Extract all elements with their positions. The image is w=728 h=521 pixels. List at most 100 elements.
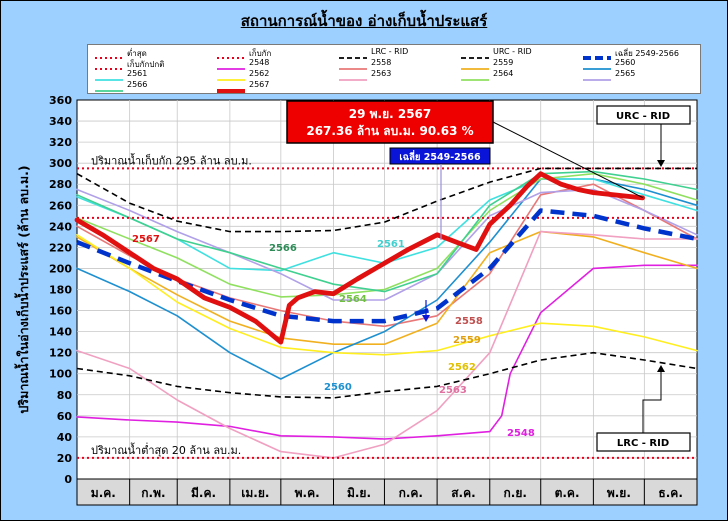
y-tick-label: 260 bbox=[49, 199, 72, 212]
series-label-2560: 2560 bbox=[324, 382, 352, 393]
y-tick-label: 60 bbox=[57, 410, 73, 423]
urc-box bbox=[596, 105, 691, 125]
legend-swatch bbox=[217, 79, 245, 81]
series-line-2564 bbox=[76, 172, 698, 298]
series-line-2548 bbox=[76, 264, 698, 440]
legend-label: 2558 bbox=[371, 58, 392, 67]
x-tick-label: ม.ค. bbox=[91, 486, 116, 500]
y-tick-label: 140 bbox=[49, 326, 72, 339]
series-label-2562: 2562 bbox=[448, 362, 476, 373]
callout-box bbox=[286, 100, 494, 144]
y-tick-label: 0 bbox=[64, 473, 72, 486]
series-line-2565 bbox=[76, 188, 698, 301]
lrc-box-label: LRC - RID bbox=[617, 438, 669, 449]
series-line-2562 bbox=[76, 234, 698, 356]
legend-label: 2560 bbox=[615, 58, 636, 67]
legend-label: 2562 bbox=[249, 69, 270, 78]
x-tick-label: มี.ค. bbox=[191, 486, 216, 500]
lrc-leader bbox=[642, 372, 662, 433]
legend-label: 2564 bbox=[493, 69, 514, 78]
legend-label: 2559 bbox=[493, 58, 514, 67]
x-tick-label: ธ.ค. bbox=[658, 486, 682, 500]
legend-swatch bbox=[461, 79, 489, 81]
avg-arrow-head bbox=[422, 315, 430, 322]
legend-label: เก็บกัก bbox=[249, 49, 272, 58]
x-tick-label: ส.ค. bbox=[451, 486, 475, 500]
legend-item: เฉลี่ย 2549-2566 bbox=[582, 48, 679, 60]
y-axis-label: ปริมาณน้ำในอ่างเก็บน้ำประแสร์ (ล้าน ลบ.ม… bbox=[14, 165, 31, 413]
legend-label: 2561 bbox=[127, 69, 148, 78]
legend-label: 2563 bbox=[371, 69, 392, 78]
urc-box-label: URC - RID bbox=[616, 111, 670, 122]
legend-label: LRC - RID bbox=[371, 47, 409, 56]
legend-label: เฉลี่ย 2549-2566 bbox=[615, 49, 679, 58]
callout-leader bbox=[492, 121, 643, 198]
y-tick-label: 340 bbox=[49, 115, 72, 128]
legend-item: LRC - RID bbox=[338, 47, 408, 59]
x-tick-label: ก.ค. bbox=[399, 486, 423, 500]
series-line-2567 bbox=[74, 171, 645, 345]
callout-value: 267.36 ล้าน ลบ.ม. 90.63 % bbox=[306, 124, 473, 138]
chart-title: สถานการณ์น้ำของ อ่างเก็บน้ำประแสร์ bbox=[240, 12, 488, 30]
series-label-2561: 2561 bbox=[377, 239, 405, 250]
series-label-2563: 2563 bbox=[439, 385, 467, 396]
series-label-2564: 2564 bbox=[339, 294, 367, 305]
y-tick-label: 300 bbox=[49, 157, 72, 170]
month-band bbox=[76, 478, 698, 506]
series-line-2566 bbox=[76, 170, 698, 293]
y-tick-label: 360 bbox=[49, 94, 72, 107]
y-tick-label: 80 bbox=[57, 389, 73, 402]
y-tick-label: 240 bbox=[49, 220, 72, 233]
y-tick-label: 320 bbox=[49, 136, 72, 149]
legend-swatch bbox=[339, 79, 367, 81]
legend-item: 2559 bbox=[460, 58, 513, 70]
legend-label: URC - RID bbox=[493, 47, 532, 56]
legend-item: เก็บกัก bbox=[216, 48, 271, 59]
legend-swatch bbox=[583, 68, 611, 70]
legend-swatch bbox=[95, 90, 123, 92]
series-label-2566: 2566 bbox=[269, 243, 297, 254]
legend-label: 2566 bbox=[127, 80, 148, 89]
y-tick-label: 100 bbox=[49, 368, 72, 381]
x-tick-label: พ.ค. bbox=[295, 486, 320, 500]
series-line-เฉลี่ย-2549-2566 bbox=[76, 208, 698, 324]
legend-item: 2567 bbox=[216, 80, 269, 93]
legend-swatch bbox=[583, 79, 611, 81]
x-tick-label: เม.ย. bbox=[241, 486, 269, 500]
legend-swatch bbox=[217, 89, 245, 93]
urc-arrow-head bbox=[657, 160, 665, 167]
series-label-2567: 2567 bbox=[132, 234, 160, 245]
legend-item: 2560 bbox=[582, 58, 635, 70]
x-tick-label: ก.พ. bbox=[141, 486, 165, 500]
legend-swatch bbox=[583, 56, 611, 60]
legend-item: 2562 bbox=[216, 69, 269, 81]
legend-item: 2558 bbox=[338, 58, 391, 70]
y-tick-label: 280 bbox=[49, 178, 72, 191]
legend-label: 2567 bbox=[249, 80, 270, 89]
legend-item: 2564 bbox=[460, 69, 513, 81]
legend: ต่ำสุด เก็บกัก LRC - RID URC - RID เฉลี่ย 25… bbox=[87, 44, 701, 94]
legend-swatch bbox=[95, 79, 123, 81]
min-capacity-label: ปริมาณน้ำต่ำสุด 20 ล้าน ลบ.ม. bbox=[91, 442, 241, 457]
legend-item: 2566 bbox=[94, 80, 147, 92]
y-tick-label: 200 bbox=[49, 262, 72, 275]
legend-item: 2561 bbox=[94, 69, 147, 81]
x-tick-label: มิ.ย. bbox=[347, 486, 371, 500]
legend-label: 2565 bbox=[615, 69, 636, 78]
legend-item: 2548 bbox=[216, 58, 269, 70]
lrc-arrow-head bbox=[657, 365, 665, 372]
legend-item: 2563 bbox=[338, 69, 391, 81]
avg-box bbox=[389, 147, 491, 165]
legend-label: เก็บกักปกติ bbox=[127, 60, 165, 69]
x-tick-label: พ.ย. bbox=[607, 486, 631, 500]
legend-label: ต่ำสุด bbox=[127, 49, 147, 58]
callout-date: 29 พ.ย. 2567 bbox=[349, 107, 432, 121]
series-line-LRC---RID bbox=[76, 351, 698, 399]
legend-swatch bbox=[339, 68, 367, 70]
y-tick-label: 160 bbox=[49, 305, 72, 318]
y-tick-label: 40 bbox=[57, 431, 73, 444]
x-tick-label: ก.ย. bbox=[504, 486, 527, 500]
legend-item: เก็บกักปกติ bbox=[94, 59, 164, 70]
legend-item: URC - RID bbox=[460, 47, 532, 59]
